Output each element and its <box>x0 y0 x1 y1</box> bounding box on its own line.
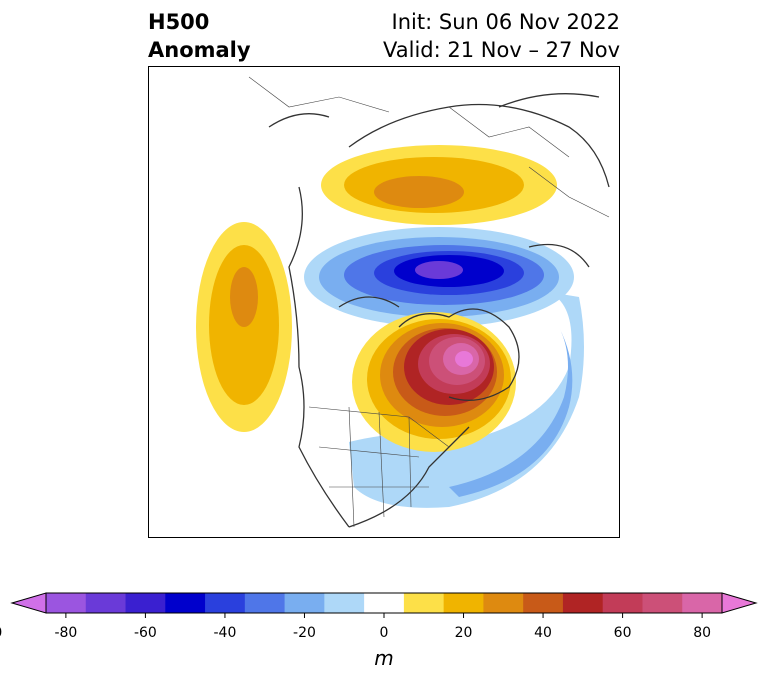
colorbar-unit: m <box>374 646 394 670</box>
colorbar-cell <box>642 593 683 613</box>
colorbar-tick-label: -100 <box>0 625 2 641</box>
colorbar-tick-label: 0 <box>379 625 389 641</box>
colorbar-cell <box>284 593 325 613</box>
colorbar-cell <box>205 593 246 613</box>
colorbar-tick-label: -40 <box>213 625 237 641</box>
colorbar-tick-label: 20 <box>454 625 473 641</box>
title-variable: H500 <box>148 10 210 34</box>
colorbar-cell <box>364 593 405 613</box>
valid-range: Valid: 21 Nov – 27 Nov <box>383 38 620 62</box>
title-left: H500 Anomaly <box>148 8 251 64</box>
colorbar-cell <box>403 593 445 613</box>
state-borders <box>248 76 610 528</box>
colorbar-cell <box>483 593 524 613</box>
colorbar-extend-left <box>10 592 47 614</box>
colorbar-cell <box>165 593 206 613</box>
colorbar-cell <box>523 593 564 613</box>
colorbar-extend-right <box>721 592 758 614</box>
anomaly-map <box>196 76 610 528</box>
colorbar-cell <box>682 593 723 613</box>
colorbar-cell <box>562 593 604 613</box>
colorbar-tick-label: 80 <box>693 625 712 641</box>
colorbar-cell <box>46 593 87 613</box>
colorbar <box>10 592 758 618</box>
init-date: Init: Sun 06 Nov 2022 <box>391 10 620 34</box>
atlantic-trough <box>349 292 584 508</box>
colorbar-tick-label: -20 <box>293 625 316 641</box>
colorbar-tick-label: 60 <box>613 625 632 641</box>
coastlines <box>268 93 610 528</box>
polar-trough <box>304 227 574 327</box>
map-panel <box>148 66 620 538</box>
colorbar-tick-label: 40 <box>534 625 552 641</box>
colorbar-cell <box>244 593 286 613</box>
pacific-ridge <box>196 222 292 432</box>
colorbar-cell <box>125 593 166 613</box>
hudson-ridge <box>352 312 516 452</box>
colorbar-tick-label: -60 <box>133 625 157 641</box>
colorbar-tick-label: -80 <box>54 625 78 641</box>
colorbar-cell <box>85 593 127 613</box>
colorbar-cell <box>602 593 643 613</box>
title-right: Init: Sun 06 Nov 2022 Valid: 21 Nov – 27… <box>383 8 620 64</box>
colorbar-cell <box>324 593 365 613</box>
title-anomaly: Anomaly <box>148 38 251 62</box>
arctic-ridge <box>321 145 557 225</box>
colorbar-cell <box>443 593 484 613</box>
